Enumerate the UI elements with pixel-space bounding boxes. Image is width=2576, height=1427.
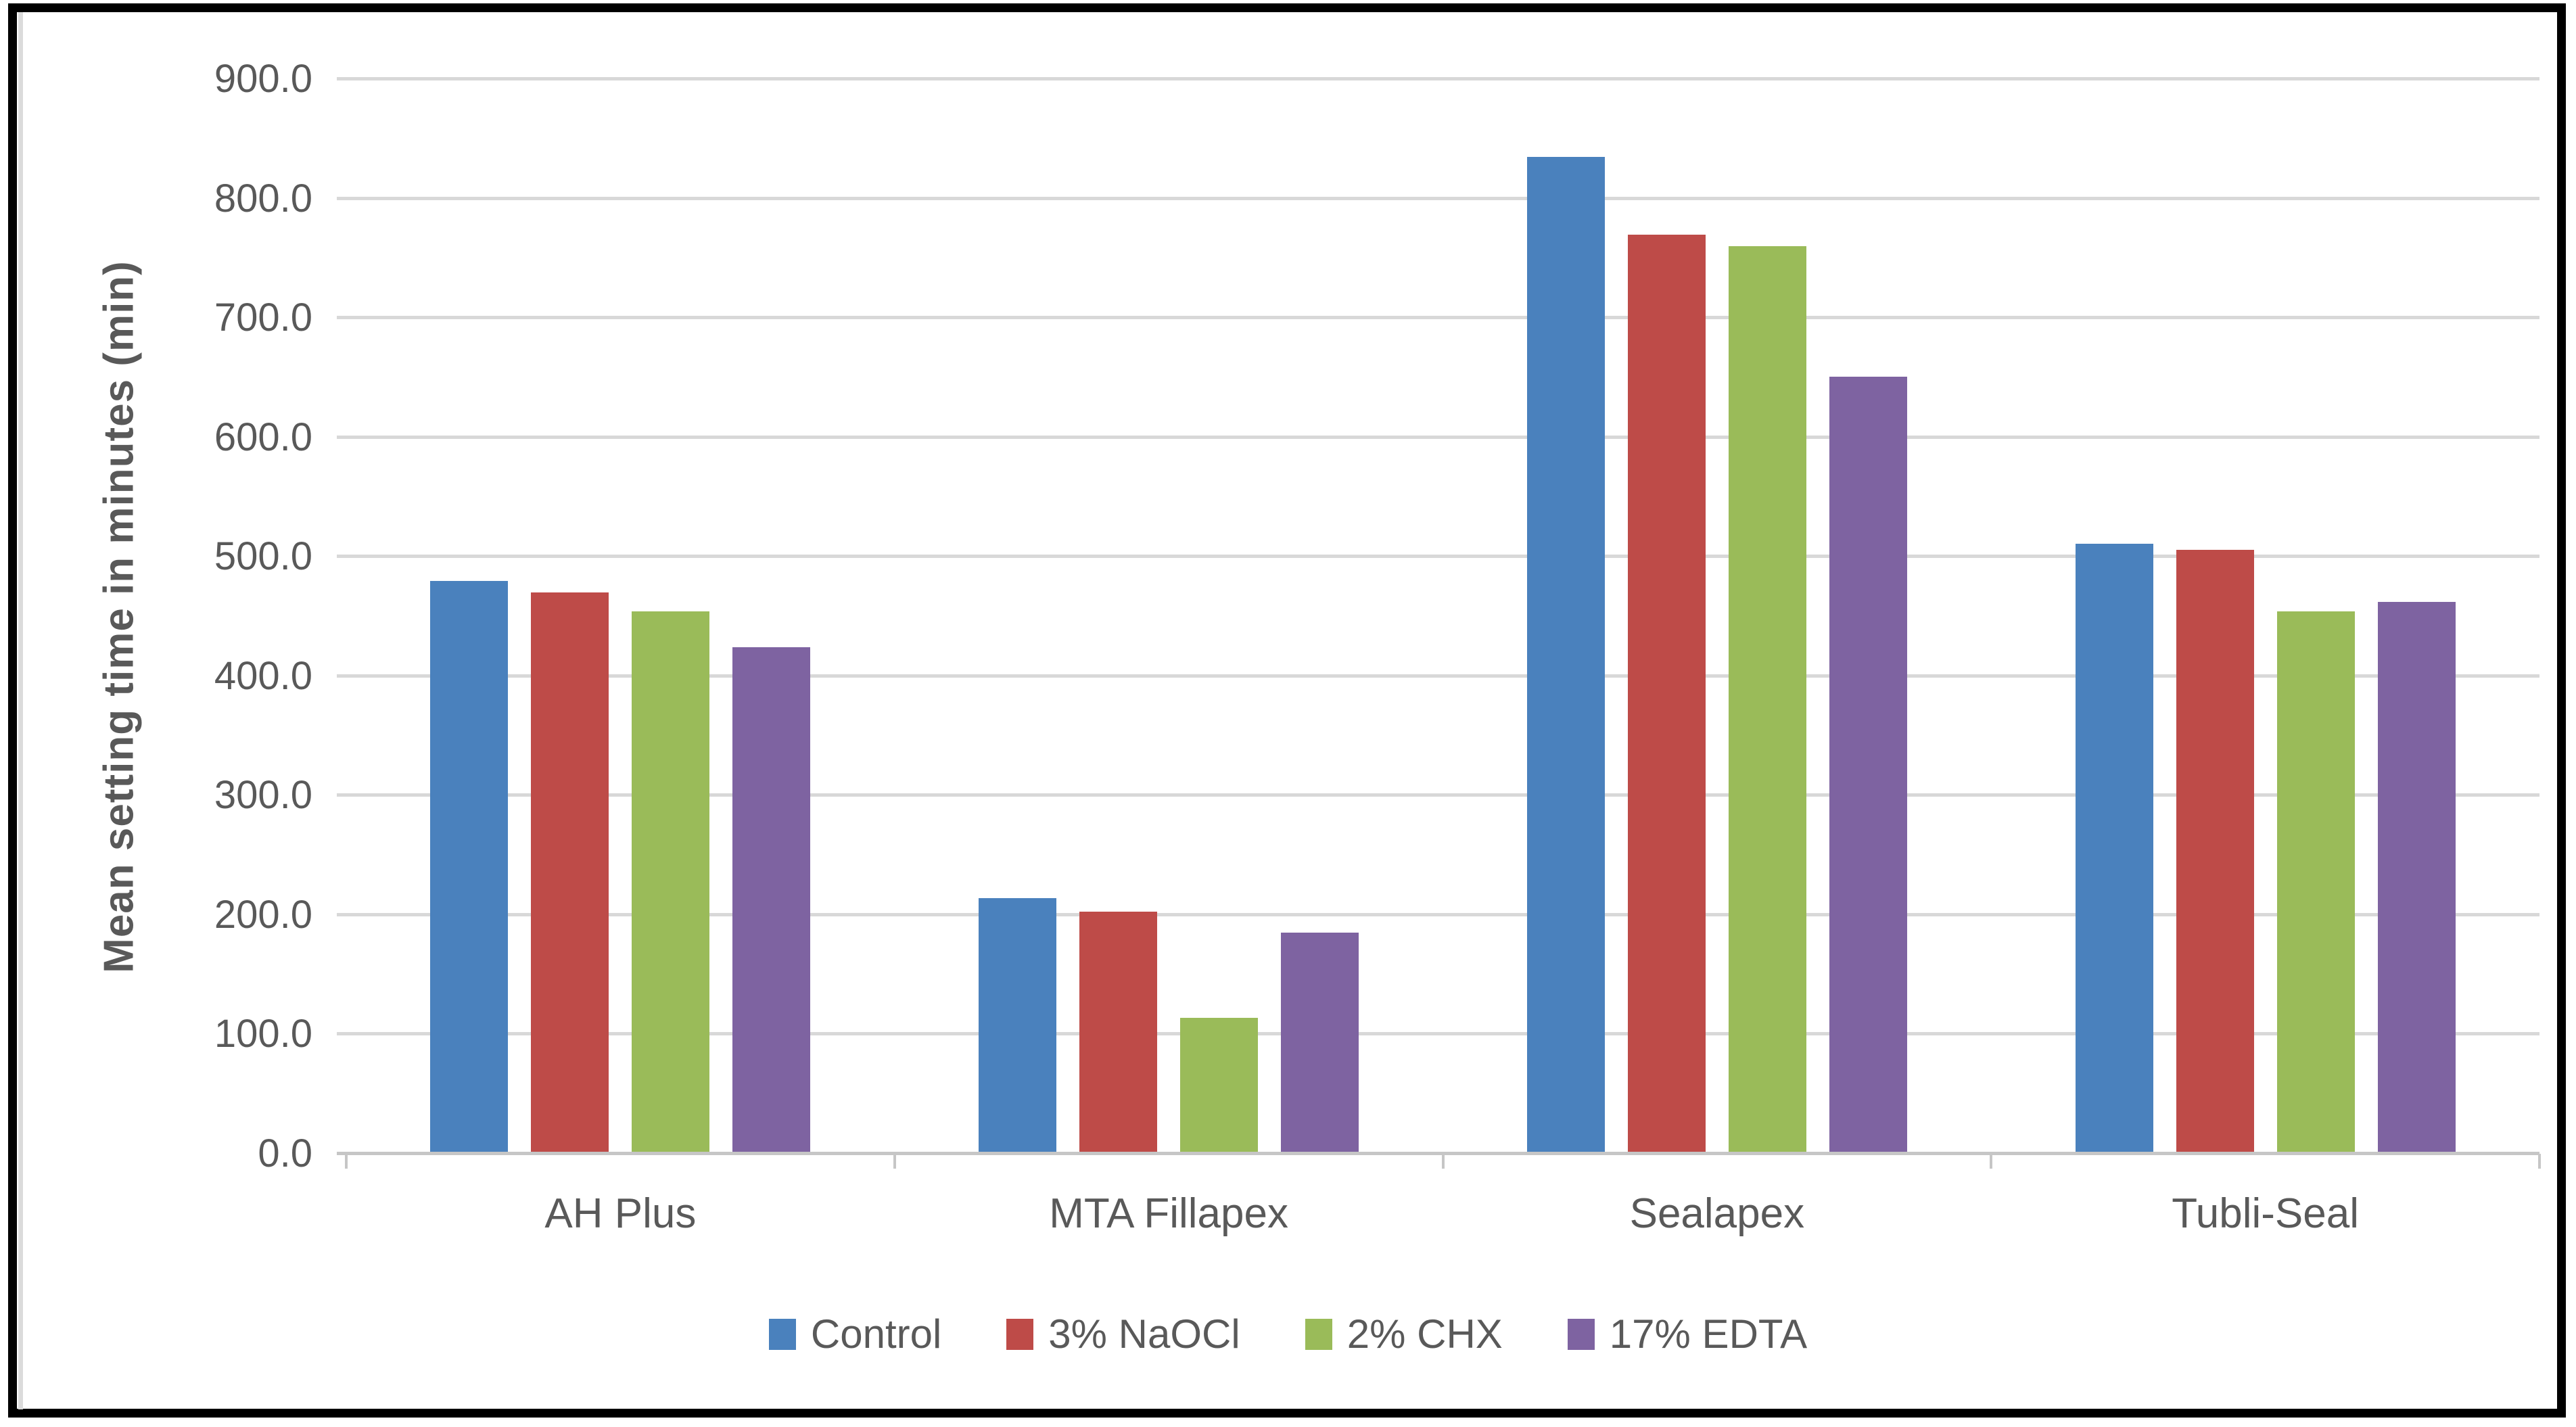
- bar-17-edta-tubli-seal: [2377, 602, 2456, 1154]
- y-tick-label-100.0: 100.0: [214, 1012, 312, 1056]
- figure-border: [8, 3, 2566, 1418]
- gridline-600.0: [337, 435, 2539, 439]
- x-category-label-mta-fillapex: MTA Fillapex: [1049, 1190, 1288, 1237]
- x-category-label-sealapex: Sealapex: [1629, 1190, 1805, 1237]
- y-tick-label-500.0: 500.0: [214, 534, 312, 579]
- legend-item-17-edta: 17% EDTA: [1567, 1311, 1808, 1357]
- y-tick-label-200.0: 200.0: [214, 892, 312, 937]
- x-axis-tick-0: [345, 1154, 348, 1169]
- y-tick-label-600.0: 600.0: [214, 415, 312, 459]
- left-edge-strip: [18, 12, 23, 1409]
- legend-marker-2-chx: [1305, 1318, 1332, 1350]
- x-category-label-ah-plus: AH Plus: [544, 1190, 697, 1237]
- bar-3-naocl-ah-plus: [531, 592, 609, 1154]
- legend-label-17-edta: 17% EDTA: [1609, 1311, 1808, 1357]
- bar-2-chx-ah-plus: [632, 611, 710, 1154]
- gridline-300.0: [337, 793, 2539, 797]
- legend-label-2-chx: 2% CHX: [1346, 1311, 1503, 1357]
- bar-17-edta-mta-fillapex: [1281, 933, 1359, 1154]
- legend-item-control: Control: [768, 1311, 942, 1357]
- x-category-label-tubli-seal: Tubli-Seal: [2172, 1190, 2360, 1237]
- bar-group-ah-plus: [346, 79, 895, 1154]
- y-axis-tick-labels: 0.0 100.0 200.0 300.0 400.0 500.0 600.0 700.0 80…: [0, 60, 312, 1173]
- gridline-700.0: [337, 316, 2539, 320]
- legend-label-control: Control: [810, 1311, 942, 1357]
- y-tick-label-0.0: 0.0: [258, 1131, 312, 1175]
- gridline-100.0: [337, 1032, 2539, 1036]
- y-tick-label-900.0: 900.0: [214, 57, 312, 101]
- legend-marker-control: [768, 1318, 796, 1350]
- plot-area: [337, 77, 2541, 1169]
- gridline-200.0: [337, 912, 2539, 916]
- bar-17-edta-sealapex: [1829, 376, 1907, 1154]
- y-tick-label-700.0: 700.0: [214, 296, 312, 340]
- bar-2-chx-sealapex: [1728, 246, 1806, 1154]
- x-axis-line: [337, 1152, 2539, 1155]
- legend-label-3-naocl: 3% NaOCl: [1048, 1311, 1240, 1357]
- gridline-900.0: [337, 77, 2539, 80]
- x-axis-tick-3: [1990, 1154, 1993, 1169]
- legend-item-2-chx: 2% CHX: [1305, 1311, 1503, 1357]
- bar-control-mta-fillapex: [979, 898, 1057, 1154]
- x-axis-tick-4: [2538, 1154, 2541, 1169]
- legend-marker-3-naocl: [1006, 1318, 1034, 1350]
- y-tick-label-800.0: 800.0: [214, 176, 312, 220]
- bar-control-sealapex: [1526, 156, 1605, 1154]
- bar-control-ah-plus: [430, 580, 509, 1154]
- gridline-800.0: [337, 196, 2539, 200]
- bar-group-tubli-seal: [1991, 79, 2539, 1154]
- x-axis-tick-2: [1441, 1154, 1445, 1169]
- bar-2-chx-tubli-seal: [2276, 611, 2355, 1154]
- bar-2-chx-mta-fillapex: [1180, 1017, 1259, 1154]
- bar-group-sealapex: [1443, 79, 1992, 1154]
- x-axis-tick-1: [893, 1154, 896, 1169]
- bar-control-tubli-seal: [2075, 543, 2153, 1154]
- bar-3-naocl-sealapex: [1627, 234, 1706, 1154]
- bar-17-edta-ah-plus: [732, 647, 811, 1154]
- legend-item-3-naocl: 3% NaOCl: [1006, 1311, 1240, 1357]
- gridline-500.0: [337, 555, 2539, 559]
- y-tick-label-400.0: 400.0: [214, 653, 312, 698]
- bar-3-naocl-mta-fillapex: [1079, 911, 1158, 1154]
- x-axis-category-labels: AH Plus MTA Fillapex Sealapex Tubli-Seal: [346, 1187, 2539, 1241]
- bar-group-mta-fillapex: [895, 79, 1443, 1154]
- gridline-400.0: [337, 674, 2539, 678]
- y-tick-label-300.0: 300.0: [214, 773, 312, 818]
- bar-3-naocl-tubli-seal: [2176, 549, 2254, 1154]
- legend: Control 3% NaOCl 2% CHX 17% EDTA: [0, 1311, 2576, 1357]
- bars-layer: [346, 79, 2539, 1154]
- legend-marker-17-edta: [1567, 1318, 1595, 1350]
